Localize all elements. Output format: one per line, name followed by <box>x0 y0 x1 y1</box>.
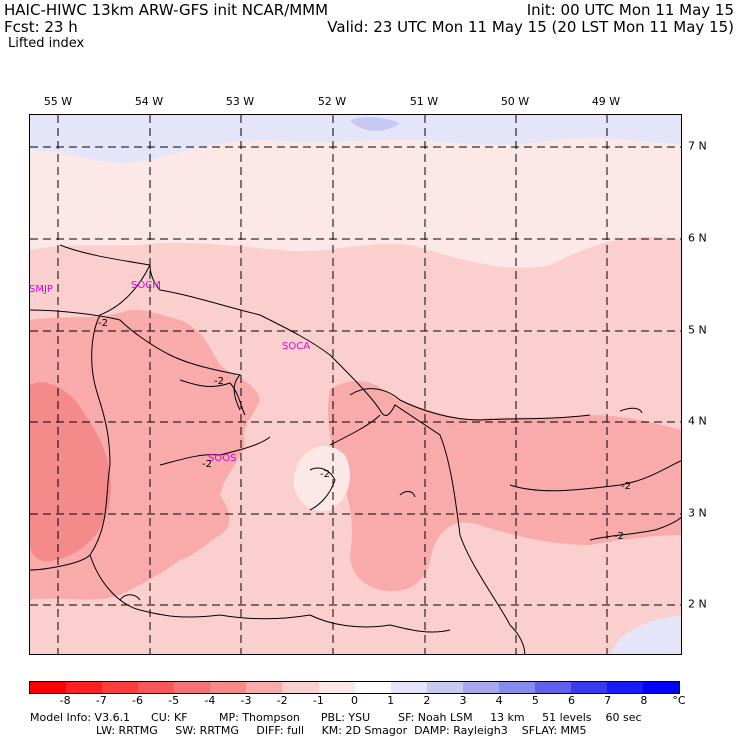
colorbar-tick-label: 3 <box>459 694 467 707</box>
colorbar-swatch <box>30 682 67 693</box>
contour-label: -2 <box>98 318 108 329</box>
colorbar-tick-label: -7 <box>95 694 107 707</box>
damping-scheme: DAMP: Rayleigh3 <box>414 724 508 737</box>
colorbar-unit: °C <box>672 694 686 707</box>
model-info-line1: Model Info: V3.6.1 CU: KF MP: Thompson P… <box>30 711 642 724</box>
longitude-label: 52 W <box>317 95 347 108</box>
colorbar-tick-label: -6 <box>132 694 143 707</box>
longitude-label: 49 W <box>591 95 621 108</box>
colorbar-tick-label: 1 <box>387 694 395 707</box>
deeper-pink-patch <box>30 382 111 562</box>
longitude-label: 50 W <box>500 95 530 108</box>
colorbar-swatch <box>282 682 319 693</box>
model-version: Model Info: V3.6.1 <box>30 711 131 724</box>
longitude-label: 55 W <box>43 95 73 108</box>
contour-label: -2 <box>621 481 631 492</box>
map-panel <box>29 114 682 655</box>
latitude-label: 4 N <box>688 414 707 428</box>
colorbar-swatch <box>390 682 427 693</box>
model-title: HAIC-HIWC 13km ARW-GFS init NCAR/MMM <box>4 1 329 19</box>
longitude-label: 54 W <box>134 95 164 108</box>
field-name: Lifted index <box>8 36 85 51</box>
colorbar-tick-label: 4 <box>495 694 503 707</box>
colorbar-swatch <box>102 682 139 693</box>
latitude-label: 5 N <box>688 323 707 337</box>
longitude-label: 51 W <box>409 95 439 108</box>
latitude-label: 2 N <box>688 597 707 611</box>
vertical-levels: 51 levels <box>542 711 592 724</box>
grid-spacing: 13 km <box>490 711 525 724</box>
colorbar-swatch <box>210 682 247 693</box>
cumulus-scheme: CU: KF <box>151 711 188 724</box>
graticule <box>30 115 681 654</box>
light-blue-patch <box>610 615 681 654</box>
contour-label: -2 <box>320 469 330 480</box>
colorbar-tick-label: -3 <box>240 694 252 707</box>
diffusion-scheme: DIFF: full <box>256 724 305 737</box>
surface-scheme: SF: Noah LSM <box>398 711 473 724</box>
colorbar-swatch <box>426 682 463 693</box>
colorbar-tick-label: 0 <box>351 694 358 707</box>
colorbar-swatch <box>462 682 499 693</box>
microphysics-scheme: MP: Thompson <box>219 711 300 724</box>
station-label: SOCA <box>282 341 311 352</box>
colorbar-tick-label: 5 <box>531 694 539 707</box>
colorbar-tick-label: -8 <box>59 694 71 707</box>
colorbar-swatch <box>246 682 283 693</box>
colorbar-swatch <box>534 682 571 693</box>
time-step: 60 sec <box>605 711 642 724</box>
light-patch-center <box>293 445 350 512</box>
colorbar-tick-label: -4 <box>204 694 216 707</box>
colorbar-swatch <box>138 682 175 693</box>
shortwave-scheme: SW: RRTMG <box>175 724 239 737</box>
colorbar-swatch <box>66 682 103 693</box>
longitude-label: 53 W <box>225 95 255 108</box>
valid-time: Valid: 23 UTC Mon 11 May 15 (20 LST Mon … <box>327 18 734 36</box>
colorbar-swatch <box>354 682 391 693</box>
borders <box>30 244 526 654</box>
contour-label: -2 <box>202 459 212 470</box>
surface-layer-scheme: SFLAY: MM5 <box>521 724 587 737</box>
forecast-hour: Fcst: 23 h <box>4 18 78 36</box>
contour-minus2 <box>30 309 681 601</box>
colorbar-swatch <box>318 682 355 693</box>
colorbar-tick-label: 2 <box>423 694 431 707</box>
station-label: SMJP <box>29 284 53 295</box>
colorbar <box>29 681 680 694</box>
model-info-line2: LW: RRTMG SW: RRTMG DIFF: full KM: 2D Sm… <box>96 724 587 737</box>
eddy-scheme: KM: 2D Smagor <box>321 724 408 737</box>
mid-blue-patch <box>350 117 400 131</box>
colorbar-tick-label: 6 <box>568 694 575 707</box>
colorbar-tick-label: 7 <box>604 694 612 707</box>
colorbar-tick-label: -1 <box>312 694 324 707</box>
contour-label: -2 <box>214 376 224 387</box>
colorbar-swatch <box>498 682 535 693</box>
colorbar-swatch <box>570 682 607 693</box>
longwave-scheme: LW: RRTMG <box>96 724 158 737</box>
contour-label: -2 <box>614 531 624 542</box>
light-blue-area <box>30 115 681 163</box>
colorbar-tick-label: 8 <box>640 694 648 707</box>
latitude-label: 7 N <box>688 139 707 153</box>
colorbar-tick-label: -2 <box>276 694 288 707</box>
latitude-label: 6 N <box>688 231 707 245</box>
light-band <box>30 115 681 268</box>
lifted-index-map <box>30 115 681 654</box>
colorbar-swatch <box>643 682 680 693</box>
colorbar-tick-label: -5 <box>168 694 180 707</box>
station-label: SOCM <box>131 280 161 291</box>
station-label: SOOS <box>208 453 237 464</box>
pbl-scheme: PBL: YSU <box>320 711 371 724</box>
latitude-label: 3 N <box>688 506 707 520</box>
colorbar-swatch <box>174 682 211 693</box>
init-time: Init: 00 UTC Mon 11 May 15 <box>526 1 734 19</box>
colorbar-swatch <box>607 682 644 693</box>
medium-pink-east <box>328 380 681 592</box>
